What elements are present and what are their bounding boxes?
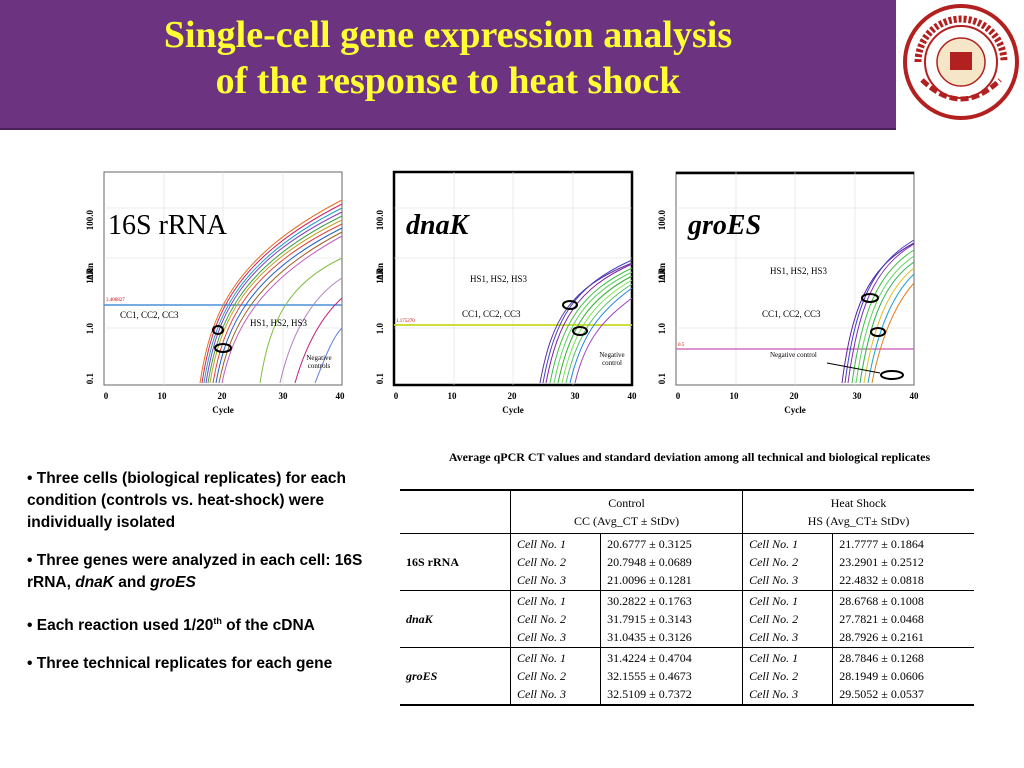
cell-labels: Cell No. 1 Cell No. 2 Cell No. 3 [509,590,601,648]
y-tick: 1.0 [657,323,667,335]
ct-values-table: Control CC (Avg_CT ± StDv) Heat Shock HS… [400,489,974,706]
y-tick: 10.0 [85,268,95,284]
annotation-controls: CC1, CC2, CC3 [120,310,179,320]
annotation-controls: CC1, CC2, CC3 [762,309,821,319]
title-line-2: of the response to heat shock [215,60,681,102]
cc-values: 30.2822 ± 0.1763 31.7915 ± 0.3143 31.0435 … [600,590,743,648]
x-tick: 30 [570,391,580,401]
bullet-item: • Three cells (biological replicates) fo… [27,470,346,531]
amplification-plot [103,171,343,386]
threshold-label: 0.5 [678,343,685,348]
cell-labels: Cell No. 1 Cell No. 2 Cell No. 3 [742,590,833,648]
bullet-item: • Three genes were analyzed in each cell… [27,552,363,591]
threshold-label: 3.406827 [106,298,125,303]
gene-cell: dnaK [406,611,433,626]
x-tick: 0 [103,391,109,401]
annotation-negative: Negative control [599,351,625,367]
x-tick: 0 [675,391,681,401]
y-tick: 0.1 [85,373,95,385]
title-banner: Single-cell gene expression analysis of … [0,0,896,130]
university-logo [898,0,1024,128]
annotation-negative: Negative control [770,351,817,359]
bullet-item: • Three technical replicates for each ge… [27,655,333,673]
y-tick: 100.0 [375,210,385,231]
x-tick: 20 [217,391,227,401]
table-row: dnaK Cell No. 1 Cell No. 2 Cell No. 3 30.2… [400,590,974,648]
chart-dnak: dnaK ΔRn 0.1 1.0 10.0 100.0 0 10 20 30 4… [370,168,640,418]
y-tick: 0.1 [375,373,385,385]
hs-values: 28.6768 ± 0.1008 27.7821 ± 0.0468 28.7926 … [832,590,974,648]
hs-values: 21.7777 ± 0.1864 23.2901 ± 0.2512 22.4832 … [832,533,974,591]
y-tick: 10.0 [375,268,385,284]
page-title: Single-cell gene expression analysis of … [0,12,896,104]
annotation-negative: Negative controls [306,354,332,370]
x-tick: 0 [393,391,399,401]
cell-labels: Cell No. 1 Cell No. 2 Cell No. 3 [509,533,601,591]
table-caption: Average qPCR CT values and standard devi… [448,450,931,464]
cc-values: 31.4224 ± 0.4704 32.1555 ± 0.4673 32.5109 … [600,647,743,705]
bullet-item: • Each reaction used 1/20th of the cDNA [27,616,315,635]
gene-cell: 16S rRNA [406,554,459,569]
table-header-row: Control CC (Avg_CT ± StDv) Heat Shock HS… [400,490,974,534]
threshold-label: 1.175270 [396,319,415,324]
university-seal-icon [903,4,1019,120]
x-tick: 30 [852,391,862,401]
y-tick: 100.0 [85,210,95,231]
chart-groes: groES ΔRn 0.1 1.0 10.0 100.0 0 10 20 30 … [652,168,922,418]
annotation-heat-shock: HS1, HS2, HS3 [770,266,828,276]
header-heat-shock: Heat Shock HS (Avg_CT± StDv) [742,490,974,534]
y-tick: 1.0 [375,323,385,335]
chart-16s-rrna: 16S rRNA ΔRn 0.1 1.0 10.0 100.0 0 10 20 … [80,168,350,418]
y-tick: 1.0 [85,323,95,335]
gene-name: groES [688,210,762,241]
x-tick: 40 [335,391,345,401]
x-tick: 20 [789,391,799,401]
bullet-list: • Three cells (biological replicates) fo… [27,468,372,691]
gene-cell: groES [406,668,438,683]
x-tick: 10 [447,391,457,401]
table-row: 16S rRNA Cell No. 1 Cell No. 2 Cell No. 3 … [400,533,974,591]
y-tick: 0.1 [657,373,667,385]
cell-labels: Cell No. 1 Cell No. 2 Cell No. 3 [509,647,601,705]
x-axis-label: Cycle [784,405,806,415]
gene-name: dnaK [406,210,469,241]
annotation-heat-shock: HS1, HS2, HS3 [470,274,528,284]
amplification-plot [675,171,915,386]
x-tick: 30 [278,391,288,401]
header-blank [400,490,511,534]
cell-labels: Cell No. 1 Cell No. 2 Cell No. 3 [742,533,833,591]
x-tick: 40 [627,391,637,401]
cell-labels: Cell No. 1 Cell No. 2 Cell No. 3 [742,647,833,705]
gene-name: 16S rRNA [108,210,228,241]
table-row: groES Cell No. 1 Cell No. 2 Cell No. 3 31.… [400,647,974,705]
header-control: Control CC (Avg_CT ± StDv) [509,490,743,534]
x-axis-label: Cycle [502,405,524,415]
x-tick: 40 [909,391,919,401]
y-tick: 10.0 [657,268,667,284]
y-tick: 100.0 [657,210,667,231]
amplification-plot [392,170,634,387]
x-tick: 20 [507,391,517,401]
x-axis-label: Cycle [212,405,234,415]
title-line-1: Single-cell gene expression analysis [163,14,733,56]
annotation-heat-shock: HS1, HS2, HS3 [250,318,308,328]
cc-values: 20.6777 ± 0.3125 20.7948 ± 0.0689 21.0096 … [600,533,743,591]
annotation-controls: CC1, CC2, CC3 [462,309,521,319]
hs-values: 28.7846 ± 0.1268 28.1949 ± 0.0606 29.5052 … [832,647,974,705]
x-tick: 10 [729,391,739,401]
x-tick: 10 [157,391,167,401]
